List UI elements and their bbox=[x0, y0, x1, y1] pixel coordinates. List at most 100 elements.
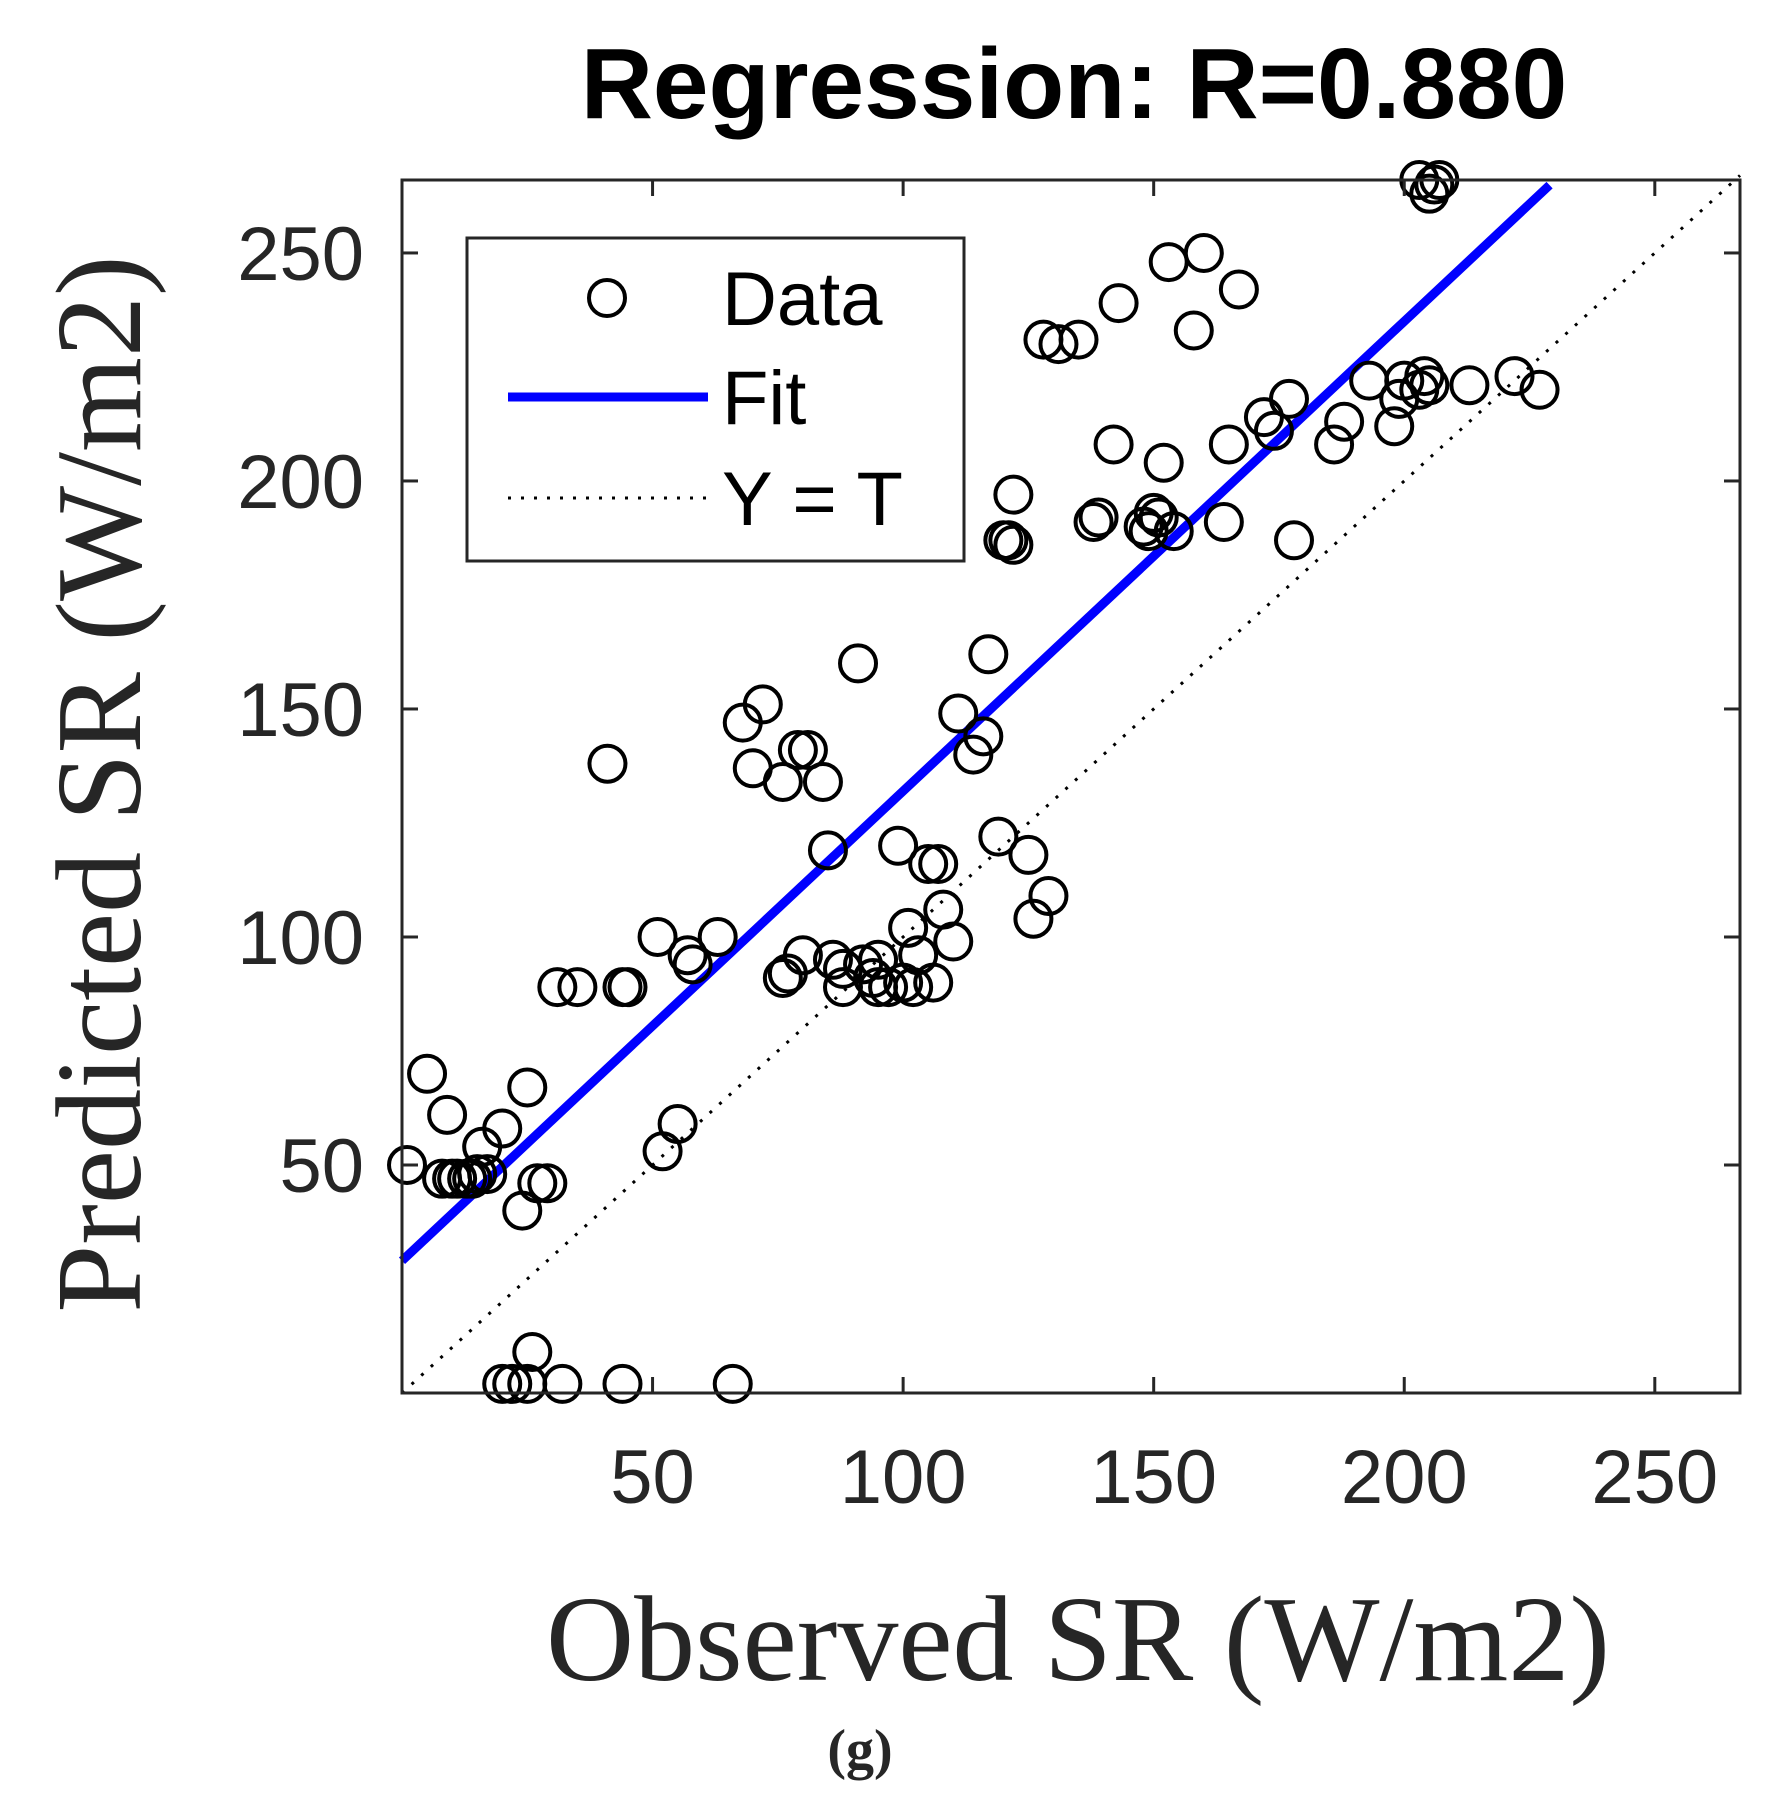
data-point bbox=[883, 962, 924, 1003]
data-point bbox=[1253, 410, 1294, 451]
data-point bbox=[807, 830, 848, 871]
data-point bbox=[507, 1067, 548, 1108]
data-point bbox=[858, 967, 899, 1008]
data-point bbox=[1098, 283, 1139, 324]
data-point bbox=[542, 1363, 583, 1404]
data-point bbox=[978, 816, 1019, 857]
data-point bbox=[387, 1144, 428, 1185]
data-point bbox=[587, 743, 628, 784]
data-point bbox=[968, 634, 1009, 675]
data-point bbox=[888, 907, 929, 948]
data-point bbox=[437, 1158, 478, 1199]
data-point bbox=[482, 1363, 523, 1404]
data-point bbox=[482, 1108, 523, 1149]
identity-line bbox=[400, 174, 1742, 1395]
data-point bbox=[762, 958, 803, 999]
x-tick-label: 150 bbox=[1090, 1435, 1217, 1520]
data-point bbox=[1274, 520, 1314, 561]
data-point bbox=[1128, 511, 1169, 552]
data-point bbox=[467, 1154, 508, 1195]
data-point bbox=[1324, 401, 1365, 442]
data-point bbox=[512, 1331, 553, 1372]
data-point bbox=[762, 761, 803, 802]
data-point bbox=[853, 958, 894, 999]
data-point bbox=[1123, 506, 1164, 547]
data-point bbox=[1153, 511, 1194, 552]
data-point bbox=[777, 730, 818, 771]
data-point bbox=[913, 962, 954, 1003]
data-point bbox=[1494, 356, 1535, 397]
data-point bbox=[838, 643, 879, 684]
x-tick-label: 100 bbox=[840, 1435, 967, 1520]
data-point bbox=[963, 716, 1004, 757]
data-point bbox=[918, 844, 959, 885]
legend-label-data: Data bbox=[722, 257, 883, 342]
data-point bbox=[1268, 378, 1309, 419]
data-point bbox=[878, 825, 919, 866]
data-point bbox=[1008, 834, 1049, 875]
data-point bbox=[1203, 502, 1244, 543]
data-point bbox=[1058, 319, 1099, 360]
data-point bbox=[812, 939, 853, 980]
figure-caption: (g) bbox=[827, 1719, 892, 1781]
identity-line-group bbox=[400, 174, 1742, 1395]
data-point bbox=[1374, 406, 1415, 447]
data-point bbox=[1173, 310, 1214, 351]
data-point bbox=[697, 916, 738, 957]
y-tick-label: 150 bbox=[237, 668, 364, 753]
data-point bbox=[1073, 502, 1114, 543]
data-point bbox=[1183, 232, 1224, 273]
y-tick-label: 50 bbox=[279, 1124, 364, 1209]
y-tick-label: 200 bbox=[237, 440, 364, 525]
data-point bbox=[1078, 497, 1119, 538]
data-point bbox=[1449, 365, 1490, 406]
data-point bbox=[1519, 369, 1560, 410]
data-point bbox=[457, 1154, 498, 1195]
data-point bbox=[1414, 164, 1455, 205]
data-point bbox=[908, 844, 949, 885]
data-point bbox=[602, 1363, 643, 1404]
x-tick-label: 200 bbox=[1341, 1435, 1468, 1520]
y-tick-label: 100 bbox=[237, 896, 364, 981]
data-point bbox=[657, 1103, 698, 1144]
axis-ticks: 50 100 150 200 250 50 100 150 200 250 bbox=[237, 180, 1740, 1520]
data-point bbox=[407, 1053, 448, 1094]
legend-label-yt: Y = T bbox=[722, 457, 903, 542]
data-point bbox=[988, 520, 1029, 561]
data-point bbox=[637, 916, 678, 957]
data-point bbox=[1208, 424, 1249, 465]
data-point bbox=[607, 967, 648, 1008]
data-point bbox=[787, 730, 828, 771]
data-point bbox=[712, 1363, 753, 1404]
data-point bbox=[527, 1163, 568, 1204]
data-point bbox=[1404, 356, 1445, 397]
data-point bbox=[843, 944, 884, 985]
y-tick-label: 250 bbox=[237, 212, 364, 297]
x-tick-label: 250 bbox=[1591, 1435, 1718, 1520]
data-point bbox=[557, 967, 598, 1008]
data-point bbox=[667, 935, 708, 976]
data-point bbox=[993, 524, 1034, 565]
data-point bbox=[742, 684, 783, 725]
legend-data-marker bbox=[587, 278, 627, 318]
x-tick-label: 50 bbox=[610, 1435, 695, 1520]
data-point bbox=[537, 967, 578, 1008]
x-axis-label: Observed SR (W/m2) bbox=[546, 1572, 1610, 1707]
axes-box bbox=[400, 178, 1742, 1395]
data-point bbox=[938, 693, 979, 734]
legend: Data Fit Y = T bbox=[465, 236, 966, 563]
data-point bbox=[1314, 424, 1355, 465]
data-point bbox=[1028, 875, 1069, 916]
data-point bbox=[1409, 365, 1450, 406]
data-point bbox=[1038, 324, 1079, 365]
data-point bbox=[993, 474, 1034, 515]
data-point bbox=[1409, 173, 1450, 214]
chart-title: Regression: R=0.880 bbox=[581, 28, 1568, 140]
data-point bbox=[1093, 424, 1134, 465]
y-axis-label: Predicted SR (W/m2) bbox=[32, 255, 167, 1312]
data-point bbox=[802, 761, 843, 802]
legend-label-fit: Fit bbox=[722, 356, 806, 441]
data-point bbox=[1143, 442, 1184, 483]
data-point bbox=[1013, 898, 1054, 939]
